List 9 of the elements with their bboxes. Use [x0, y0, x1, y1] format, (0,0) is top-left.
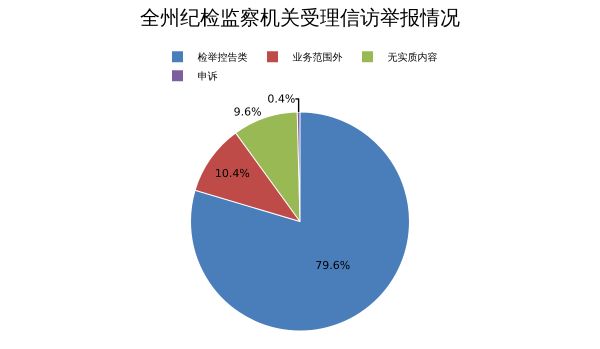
data-label: 79.6% [315, 258, 350, 272]
chart-title: 全州纪检监察机关受理信访举报情况 [140, 5, 460, 30]
legend-label: 检举控告类 [198, 52, 248, 64]
data-label: 10.4% [214, 167, 250, 180]
data-label: 9.6% [234, 105, 262, 118]
legend-label: 申诉 [198, 70, 218, 83]
legend-label: 业务范围外 [292, 52, 342, 64]
legend-label: 无实质内容 [388, 52, 438, 64]
data-label: 0.4% [267, 92, 296, 106]
